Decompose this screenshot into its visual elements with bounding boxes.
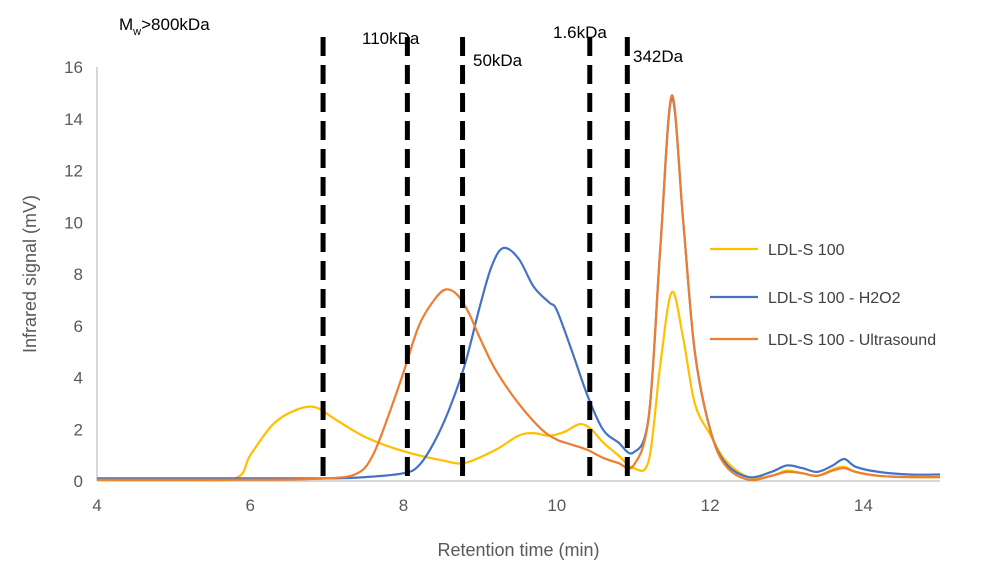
y-tick-label: 16 xyxy=(64,58,83,77)
y-axis-title: Infrared signal (mV) xyxy=(20,195,40,353)
x-tick-label: 8 xyxy=(399,496,408,515)
legend-label: LDL-S 100 - Ultrasound xyxy=(768,332,936,349)
series-line-1 xyxy=(96,290,941,482)
divider-label: 1.6kDa xyxy=(553,23,607,42)
x-tick-label: 12 xyxy=(701,496,720,515)
divider-label: 342Da xyxy=(633,47,684,66)
series-layer xyxy=(96,94,941,482)
divider-label: 110kDa xyxy=(362,29,420,48)
x-tick-label: 10 xyxy=(547,496,566,515)
y-tick-label: 14 xyxy=(64,110,83,129)
y-tick-label: 10 xyxy=(64,213,83,232)
y-tick-label: 6 xyxy=(74,317,83,336)
divider-label: 50kDa xyxy=(473,51,523,70)
y-tick-label: 12 xyxy=(64,162,83,181)
y-tick-label: 2 xyxy=(74,420,83,439)
x-axis-title: Retention time (min) xyxy=(437,540,599,560)
legend: LDL-S 100 LDL-S 100 - H2O2 LDL-S 100 - Ult… xyxy=(710,242,936,349)
legend-label: LDL-S 100 xyxy=(768,242,845,259)
y-tick-label: 0 xyxy=(74,472,83,491)
x-tick-label: 14 xyxy=(854,496,873,515)
axes: 0 2 4 6 8 10 12 14 16 4 6 8 10 12 14 xyxy=(64,58,940,515)
y-tick-label: 4 xyxy=(74,369,83,388)
legend-label: LDL-S 100 - H2O2 xyxy=(768,290,901,307)
divider-label: Mw>800kDa xyxy=(119,15,210,38)
divider-lines: Mw>800kDa 110kDa 50kDa 1.6kDa 342Da xyxy=(119,15,684,481)
x-tick-label: 4 xyxy=(92,496,101,515)
series-line-3 xyxy=(96,94,941,482)
series-line-2 xyxy=(97,96,941,480)
x-tick-label: 6 xyxy=(246,496,255,515)
y-tick-label: 8 xyxy=(74,265,83,284)
